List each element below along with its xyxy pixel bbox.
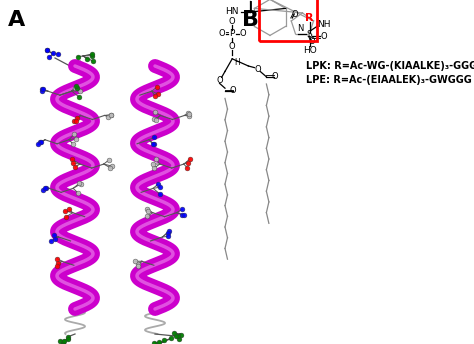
Text: A: A xyxy=(8,10,25,30)
Text: O: O xyxy=(240,29,246,38)
Text: S: S xyxy=(307,30,312,39)
Text: O: O xyxy=(229,17,236,25)
Text: HO: HO xyxy=(302,45,317,55)
Text: O: O xyxy=(292,10,299,20)
Text: LPK: R=Ac-WG-(KIAALKE)₃-GGGG-: LPK: R=Ac-WG-(KIAALKE)₃-GGGG- xyxy=(306,61,474,71)
Text: O: O xyxy=(230,86,237,95)
Text: N: N xyxy=(297,24,304,33)
Text: P: P xyxy=(229,29,235,38)
Text: B: B xyxy=(242,10,259,30)
Text: O: O xyxy=(271,72,278,81)
Text: O: O xyxy=(216,76,223,85)
Text: NH: NH xyxy=(317,20,330,29)
Text: O: O xyxy=(320,32,327,41)
Text: HN: HN xyxy=(226,8,239,17)
Text: H: H xyxy=(235,58,240,67)
Text: R: R xyxy=(305,13,314,23)
Text: LPE: R=Ac-(EIAALEK)₃-GWGGG -: LPE: R=Ac-(EIAALEK)₃-GWGGG - xyxy=(306,75,474,85)
Text: O: O xyxy=(229,42,236,51)
Text: O: O xyxy=(254,65,261,74)
Text: O: O xyxy=(309,36,316,45)
Text: O: O xyxy=(218,29,225,38)
